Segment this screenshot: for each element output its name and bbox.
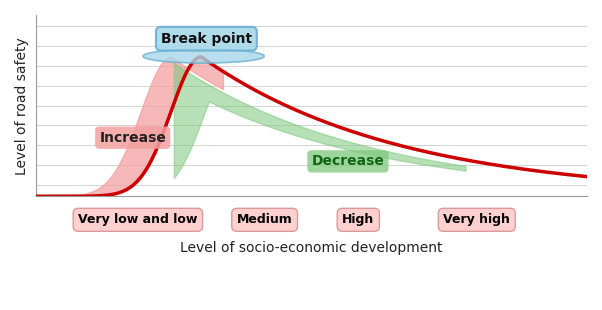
- Text: Very high: Very high: [443, 213, 510, 226]
- Text: Decrease: Decrease: [311, 154, 384, 168]
- X-axis label: Level of socio-economic development: Level of socio-economic development: [180, 241, 442, 255]
- Text: Break point: Break point: [161, 32, 252, 46]
- Y-axis label: Level of road safety: Level of road safety: [15, 37, 29, 175]
- Text: Increase: Increase: [99, 131, 166, 145]
- Text: Very low and low: Very low and low: [78, 213, 197, 226]
- Text: High: High: [342, 213, 374, 226]
- Text: Medium: Medium: [237, 213, 293, 226]
- Ellipse shape: [143, 49, 264, 63]
